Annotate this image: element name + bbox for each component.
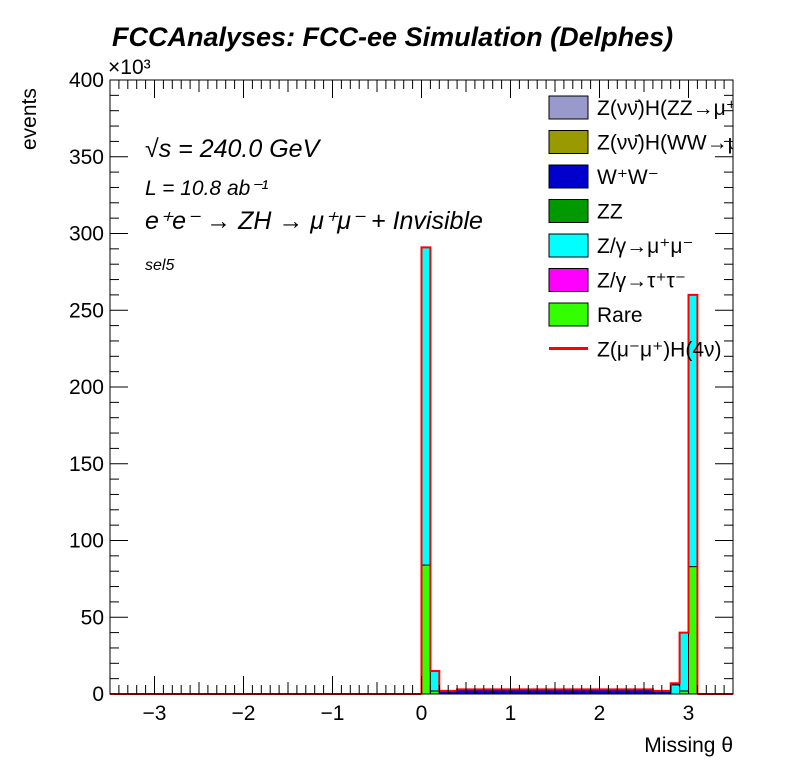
chart-title: FCCAnalyses: FCC-ee Simulation (Delphes) — [112, 22, 673, 52]
x-tick-label: 3 — [683, 702, 695, 725]
x-tick-label: −2 — [232, 702, 256, 725]
axes: 0 50 100 150 200 250 300 350 400 −3 −2 −1 0 1 2 3 — [69, 69, 734, 725]
legend-swatch — [548, 199, 589, 223]
legend: Z(νν̄)H(ZZ→μ⁺μ⁻ν⁺ Z(νν̄)H(WW→μ⁺νμ W⁺W⁻ ZZ Z/… — [548, 95, 782, 362]
x-tick-label: −3 — [143, 702, 167, 725]
y-tick-label: 50 — [81, 606, 104, 629]
y-tick-label: 0 — [92, 683, 104, 706]
bar-bin28-segment — [670, 684, 681, 695]
legend-swatch — [548, 233, 589, 258]
y-multiplier: ×10³ — [108, 56, 151, 79]
legend-swatch — [548, 268, 589, 292]
y-tick-label: 100 — [69, 530, 104, 553]
x-axis-label: Missing θ — [644, 734, 733, 757]
y-tick-label: 200 — [69, 376, 104, 399]
bar-bin30-segment — [688, 294, 698, 568]
y-tick-label: 250 — [69, 299, 104, 322]
selection-annotation: sel5 — [145, 257, 174, 274]
legend-label: ZZ — [597, 201, 623, 224]
y-tick-label: 350 — [69, 146, 104, 169]
legend-swatch — [548, 95, 589, 120]
luminosity-annotation: L = 10.8 ab⁻¹ — [145, 177, 268, 200]
bar-bin30-segment — [688, 566, 698, 695]
bar-bin0-segment — [421, 564, 431, 695]
legend-swatch — [548, 164, 589, 189]
bar-bin29-segment — [679, 632, 689, 692]
y-tick-label: 150 — [69, 453, 104, 476]
legend-label: Z(νν̄)H(ZZ→μ⁺μ⁻ν⁺ — [597, 97, 782, 120]
x-tick-label: 1 — [505, 702, 517, 725]
bar-bin0-segment — [421, 246, 431, 566]
legend-swatch — [548, 302, 589, 327]
x-tick-label: 2 — [594, 702, 606, 725]
bar-bin1-segment — [429, 670, 440, 692]
y-tick-label: 300 — [69, 223, 104, 246]
x-tick-label: −1 — [321, 702, 345, 725]
process-annotation: e⁺e⁻ → ZH → μ⁺μ⁻ + Invisible — [145, 207, 483, 235]
legend-label: Z(μ⁻μ⁺)H(4ν) — [597, 339, 722, 362]
legend-entries: Z(νν̄)H(ZZ→μ⁺μ⁻ν⁺ Z(νν̄)H(WW→μ⁺νμ W⁺W⁻ ZZ Z/… — [548, 95, 782, 362]
legend-label: Z/γ→μ⁺μ⁻ — [597, 235, 694, 258]
y-axis-label: events — [18, 88, 41, 150]
sqrt-s-annotation: √s = 240.0 GeV — [145, 135, 322, 163]
x-tick-label: 0 — [416, 702, 428, 725]
legend-label: Rare — [597, 304, 643, 327]
legend-label: Z(νν̄)H(WW→μ⁺νμ — [597, 132, 773, 155]
y-tick-label: 400 — [69, 69, 104, 92]
legend-swatch — [548, 130, 589, 154]
legend-label: W⁺W⁻ — [597, 166, 659, 189]
legend-label: Z/γ→τ⁺τ⁻ — [597, 270, 686, 293]
